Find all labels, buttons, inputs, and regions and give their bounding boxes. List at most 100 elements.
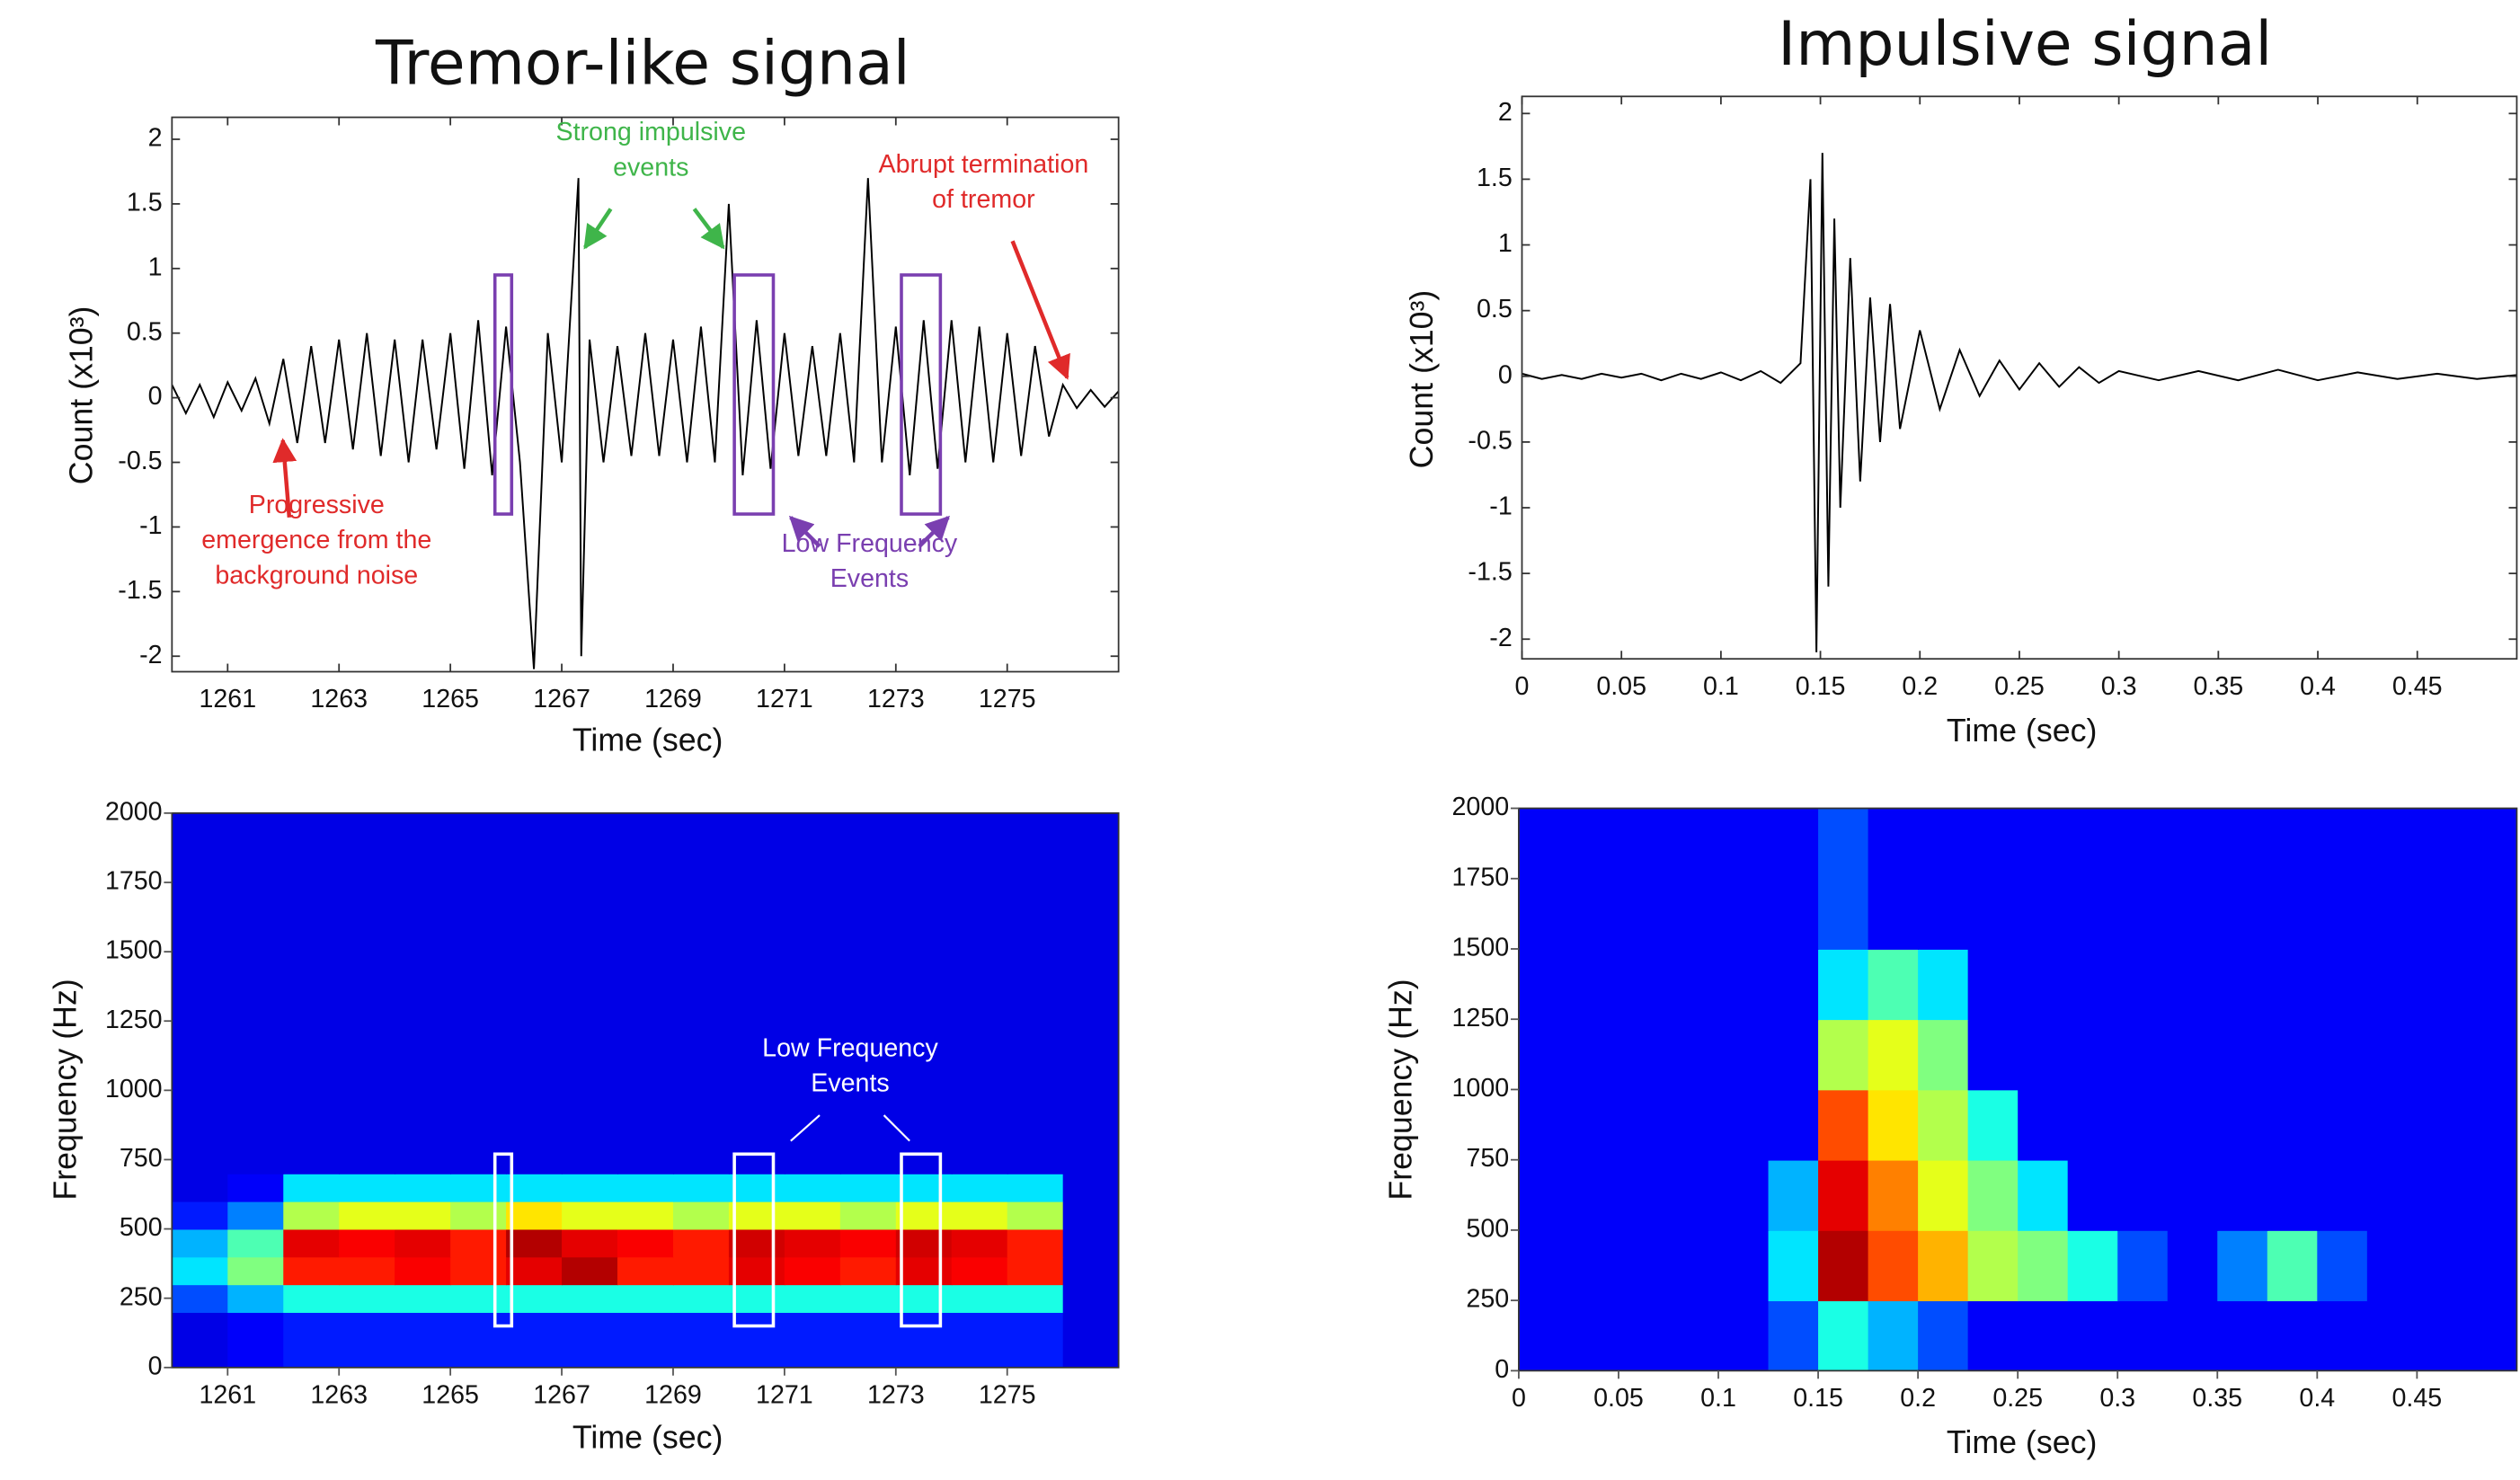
y-tick-label: 1.5: [127, 188, 163, 217]
heat-cell: [1668, 1300, 1719, 1371]
y-tick-label: 1: [1498, 229, 1513, 258]
heat-cell: [1518, 1089, 1570, 1161]
y-tick-label: 2: [148, 124, 163, 153]
x-tick-label: 0.45: [2392, 672, 2443, 701]
y-tick-label: -1: [1489, 492, 1512, 521]
heat-cell: [2466, 1089, 2517, 1161]
plot-area: [172, 178, 1119, 669]
heat-cell: [839, 1173, 897, 1202]
annotation: Low Frequency: [762, 1033, 938, 1062]
x-tick-label: 1261: [199, 1381, 256, 1410]
heat-cell: [617, 1228, 674, 1258]
arrow: [583, 208, 613, 250]
y-tick-label: 0: [1498, 360, 1513, 389]
y-tick-label: 1000: [1452, 1074, 1510, 1103]
heat-cell: [784, 1201, 841, 1230]
heat-cell: [951, 1228, 1008, 1258]
x-tick-label: 0.1: [1703, 672, 1739, 701]
heat-cell: [506, 812, 563, 1174]
event-box: [732, 1152, 776, 1328]
heat-cell: [283, 1284, 341, 1314]
y-tick-label: -2: [1489, 624, 1512, 652]
heat-cell: [172, 1256, 229, 1286]
heat-cell: [2217, 1019, 2268, 1091]
heat-cell: [1918, 1159, 1969, 1231]
heat-cell: [784, 1173, 841, 1202]
plot-area: [1522, 153, 2517, 652]
arrow: [790, 1114, 821, 1142]
heat-cell: [2466, 1300, 2517, 1371]
heat-cell: [1618, 1300, 1670, 1371]
y-tick-label: 0: [148, 382, 163, 411]
heat-cell: [2117, 1089, 2169, 1161]
heat-cell: [2167, 808, 2219, 950]
heat-cell: [1718, 1300, 1770, 1371]
x-tick-label: 0.25: [1994, 672, 2045, 701]
y-tick-label: 1.5: [1477, 164, 1513, 192]
heat-cell: [2317, 1019, 2368, 1091]
heat-cell: [617, 1201, 674, 1230]
y-tick-label: 0.5: [127, 317, 163, 346]
heat-cell: [450, 1201, 507, 1230]
y-axis-label: Frequency (Hz): [48, 979, 84, 1200]
heat-cell: [2417, 1300, 2468, 1371]
heat-cell: [617, 812, 674, 1174]
y-tick-label: 1: [148, 253, 163, 281]
arrow: [1010, 240, 1070, 380]
heat-cell: [2466, 1019, 2517, 1091]
heat-cell: [839, 1228, 897, 1258]
heat-cell: [2417, 1089, 2468, 1161]
heat-cell: [1868, 808, 1920, 950]
heat-cell: [1918, 1300, 1969, 1371]
heat-cell: [450, 1173, 507, 1202]
event-box: [492, 1152, 514, 1328]
y-tick-label: -1.5: [1468, 558, 1512, 587]
heat-cell: [895, 1312, 953, 1368]
heat-cell: [2466, 1159, 2517, 1231]
event-box: [732, 273, 776, 516]
heat-cell: [506, 1173, 563, 1202]
heat-cell: [2267, 1229, 2319, 1302]
heat-cell: [2267, 948, 2319, 1021]
heat-cell: [2267, 1300, 2319, 1371]
arrow: [918, 515, 950, 548]
heat-cell: [2366, 1019, 2418, 1091]
x-tick-label: 0: [1512, 1384, 1526, 1413]
signal-line: [1522, 153, 2517, 652]
heat-cell: [1718, 1229, 1770, 1302]
heat-cell: [562, 812, 618, 1174]
y-axis-label: Frequency (Hz): [1383, 979, 1419, 1200]
heat-cell: [2117, 1019, 2169, 1091]
x-tick-label: 1275: [979, 1381, 1036, 1410]
heat-cell: [339, 1312, 396, 1368]
heat-cell: [1007, 1228, 1064, 1258]
y-tick-label: 1750: [1452, 863, 1510, 891]
heat-cell: [2067, 808, 2119, 950]
heat-cell: [1062, 1284, 1119, 1314]
heat-cell: [2267, 1019, 2319, 1091]
x-tick-label: 0.15: [1793, 1384, 1843, 1413]
heat-cell: [1062, 1256, 1119, 1286]
heat-cell: [395, 1256, 452, 1286]
heat-cell: [1007, 1173, 1064, 1202]
heat-cell: [283, 1201, 341, 1230]
heat-cell: [784, 1256, 841, 1286]
heat-cell: [172, 812, 229, 1174]
heat-cell: [2217, 1300, 2268, 1371]
heat-cell: [1967, 1159, 2019, 1231]
heat-cell: [2167, 1300, 2219, 1371]
y-tick-label: -0.5: [118, 447, 162, 475]
x-tick-label: 0.2: [1902, 672, 1938, 701]
heat-cell: [1568, 1019, 1619, 1091]
heat-cell: [2018, 1019, 2069, 1091]
heat-cell: [1967, 1300, 2019, 1371]
heat-cell: [2267, 1159, 2319, 1231]
heat-cell: [1007, 1312, 1064, 1368]
heat-cell: [506, 1228, 563, 1258]
heat-cell: [227, 1228, 285, 1258]
heat-cell: [1967, 948, 2019, 1021]
heat-cell: [617, 1284, 674, 1314]
heat-cell: [395, 812, 452, 1174]
heat-cell: [2067, 1300, 2119, 1371]
heat-cell: [1618, 948, 1670, 1021]
